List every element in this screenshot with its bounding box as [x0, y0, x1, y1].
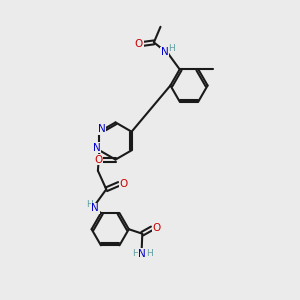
Text: H: H — [86, 200, 93, 209]
Text: N: N — [98, 124, 106, 134]
Text: N: N — [93, 143, 101, 153]
Text: H: H — [146, 249, 153, 258]
Text: H: H — [169, 44, 175, 53]
Text: O: O — [94, 154, 103, 165]
Text: O: O — [135, 39, 143, 49]
Text: N: N — [138, 249, 146, 259]
Text: N: N — [91, 203, 99, 213]
Text: N: N — [160, 47, 168, 57]
Text: O: O — [119, 179, 128, 189]
Text: H: H — [132, 249, 139, 258]
Text: O: O — [152, 223, 160, 233]
